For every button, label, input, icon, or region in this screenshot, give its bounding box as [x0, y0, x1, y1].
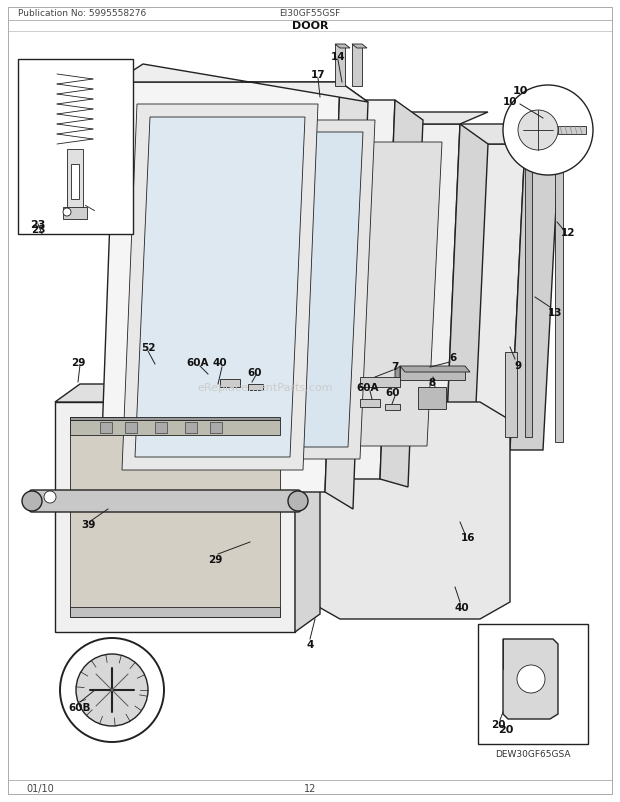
Bar [70, 607, 280, 618]
Text: 10: 10 [512, 86, 528, 96]
Polygon shape [175, 121, 375, 460]
Bar [525, 168, 532, 437]
Bar [360, 399, 380, 407]
Bar [63, 208, 87, 220]
Text: 16: 16 [461, 533, 476, 542]
Bar [335, 45, 345, 87]
Polygon shape [135, 118, 305, 457]
Bar [125, 423, 137, 433]
Polygon shape [55, 384, 320, 403]
Polygon shape [352, 45, 367, 49]
Bar [385, 404, 400, 411]
Polygon shape [300, 125, 558, 145]
Text: 8: 8 [428, 378, 436, 387]
Bar [505, 353, 517, 437]
Text: 60B: 60B [69, 702, 91, 712]
Circle shape [22, 492, 42, 512]
Text: DEW30GF65GSA: DEW30GF65GSA [495, 750, 571, 759]
Text: 40: 40 [454, 602, 469, 612]
Polygon shape [380, 101, 423, 488]
Text: 60: 60 [386, 387, 401, 398]
Bar [478, 624, 588, 744]
Text: 20: 20 [491, 719, 505, 729]
Text: 7: 7 [391, 362, 399, 371]
Polygon shape [220, 125, 460, 464]
Text: 13: 13 [547, 308, 562, 318]
Bar [70, 420, 280, 435]
Text: 29: 29 [208, 554, 222, 565]
Bar [555, 133, 563, 443]
Text: 12: 12 [304, 783, 316, 793]
Circle shape [63, 209, 71, 217]
Polygon shape [55, 403, 295, 632]
Polygon shape [325, 83, 368, 509]
Bar [352, 45, 362, 87]
Bar [220, 379, 240, 387]
Bar [100, 423, 112, 433]
Bar [67, 150, 83, 210]
Text: Publication No: 5995558276: Publication No: 5995558276 [18, 9, 146, 18]
Circle shape [518, 111, 558, 151]
Bar [400, 367, 465, 380]
Polygon shape [395, 367, 400, 384]
Text: 4: 4 [306, 639, 314, 649]
Text: 60A: 60A [187, 358, 210, 367]
Bar [210, 423, 222, 433]
Circle shape [44, 492, 56, 504]
Text: 60A: 60A [356, 383, 379, 392]
Circle shape [503, 86, 593, 176]
Polygon shape [155, 101, 395, 480]
Text: 10: 10 [503, 97, 517, 107]
Polygon shape [510, 145, 558, 451]
Circle shape [517, 665, 545, 693]
Polygon shape [238, 143, 442, 447]
FancyArrowPatch shape [86, 206, 95, 212]
Polygon shape [285, 145, 525, 451]
Polygon shape [555, 133, 568, 137]
Text: 6: 6 [450, 353, 456, 363]
Text: 60: 60 [248, 367, 262, 378]
Text: 14: 14 [330, 52, 345, 62]
Polygon shape [100, 83, 340, 492]
Text: 9: 9 [515, 361, 521, 371]
Text: 39: 39 [81, 520, 95, 529]
Text: 01/10: 01/10 [26, 783, 54, 793]
Bar [360, 378, 400, 387]
Polygon shape [310, 403, 510, 619]
Polygon shape [295, 384, 320, 632]
Bar [70, 418, 280, 618]
Text: 20: 20 [498, 724, 514, 734]
Polygon shape [503, 639, 558, 719]
Circle shape [76, 654, 148, 726]
Bar [71, 164, 79, 200]
Bar [185, 423, 197, 433]
Bar [155, 423, 167, 433]
Bar [70, 418, 280, 420]
Polygon shape [115, 65, 368, 103]
Circle shape [60, 638, 164, 742]
Text: 17: 17 [311, 70, 326, 80]
Text: 23: 23 [30, 220, 46, 229]
Text: eReplacementParts.com: eReplacementParts.com [197, 383, 333, 392]
Polygon shape [235, 113, 488, 125]
Bar [18, 60, 133, 235]
Bar [248, 384, 263, 391]
Polygon shape [335, 45, 350, 49]
Circle shape [288, 492, 308, 512]
Text: 40: 40 [213, 358, 228, 367]
Bar [558, 127, 586, 135]
Text: EI30GF55GSF: EI30GF55GSF [280, 9, 340, 18]
Polygon shape [187, 133, 363, 448]
Text: 52: 52 [141, 342, 155, 353]
Polygon shape [445, 125, 488, 469]
Polygon shape [122, 105, 318, 471]
Text: 23: 23 [31, 225, 45, 235]
Bar [418, 387, 446, 410]
Polygon shape [400, 367, 470, 373]
Text: 29: 29 [71, 358, 85, 367]
FancyBboxPatch shape [29, 490, 301, 512]
Text: 12: 12 [560, 228, 575, 237]
Text: DOOR: DOOR [292, 21, 328, 31]
